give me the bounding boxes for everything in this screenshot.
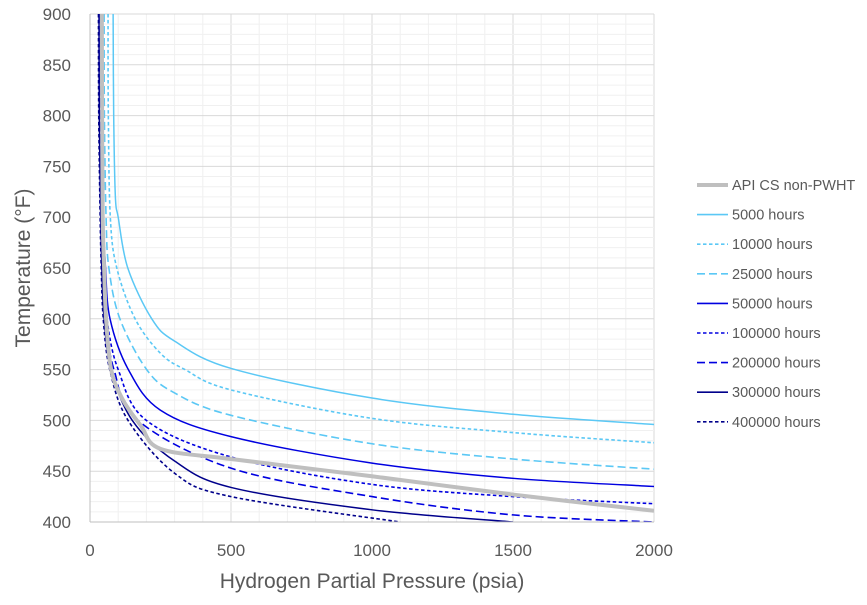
legend-label: 50000 hours	[732, 296, 813, 312]
y-tick-label: 600	[43, 310, 71, 329]
y-tick-label: 900	[43, 5, 71, 24]
series-line-5000-hours	[112, 14, 654, 426]
y-tick-label: 800	[43, 107, 71, 126]
y-tick-label: 850	[43, 56, 71, 75]
legend: API CS non-PWHT 5000 hours 10000 hours 2500…	[697, 178, 855, 431]
series-lines	[97, 14, 654, 522]
legend-label: 25000 hours	[732, 267, 813, 283]
axes: 0 500 1000 1500 2000 400 450 500 550 600 650 700 750…	[43, 5, 673, 560]
series-line-10000-hours	[107, 14, 654, 444]
y-tick-label: 450	[43, 462, 71, 481]
y-tick-label: 700	[43, 208, 71, 227]
grid	[89, 13, 655, 523]
legend-label: 5000 hours	[732, 208, 805, 224]
y-tick-label: 650	[43, 259, 71, 278]
legend-label: 10000 hours	[732, 237, 813, 253]
y-tick-label: 500	[43, 411, 71, 430]
legend-label: 400000 hours	[732, 415, 821, 431]
y-tick-label: 400	[43, 513, 71, 532]
series-line-400000-hours	[97, 14, 401, 522]
x-tick-label: 1000	[353, 541, 391, 560]
y-tick-label: 750	[43, 157, 71, 176]
x-tick-label: 500	[217, 541, 245, 560]
series-line-api-cs-non-pwht	[99, 14, 654, 513]
y-tick-label: 550	[43, 361, 71, 380]
x-tick-label: 0	[85, 541, 94, 560]
y-axis-title: Temperature (°F)	[12, 189, 35, 348]
legend-label: 300000 hours	[732, 385, 821, 401]
legend-label: 200000 hours	[732, 356, 821, 372]
x-tick-label: 2000	[635, 541, 673, 560]
x-axis-title: Hydrogen Partial Pressure (psia)	[220, 570, 525, 593]
legend-label: API CS non-PWHT	[732, 178, 855, 194]
legend-label: 100000 hours	[732, 326, 821, 342]
series-line-100000-hours	[99, 14, 654, 505]
series-line-25000-hours	[103, 14, 654, 470]
x-tick-label: 1500	[494, 541, 532, 560]
